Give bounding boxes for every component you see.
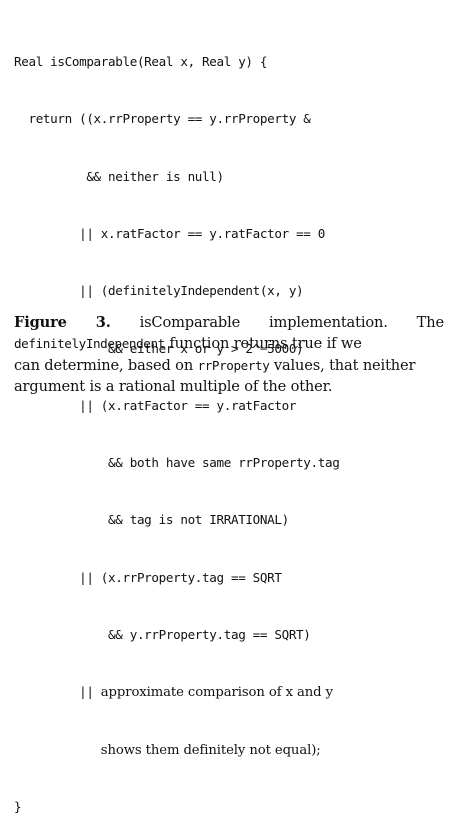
property-name: rrProperty (197, 357, 270, 373)
caption-line: definitelyIndependent function returns t… (14, 333, 444, 354)
figure-label: Figure (14, 314, 67, 331)
code-line: && tag is not IRRATIONAL) (14, 512, 289, 528)
code-indent (14, 742, 101, 757)
code-line: || (x.rrProperty.tag == SQRT (14, 569, 282, 585)
caption-line: argument is a rational multiple of the o… (14, 378, 333, 396)
code-line: } (14, 798, 22, 814)
code-line: || (x.ratFactor == y.ratFactor (14, 397, 297, 413)
caption-line: can determine, based on rrProperty value… (14, 355, 444, 376)
caption-title-word: implementation. (269, 314, 388, 331)
code-line: && neither is null) (14, 168, 224, 184)
code-line: && y.rrProperty.tag == SQRT) (14, 627, 311, 642)
caption-title-word: The (416, 314, 444, 331)
caption-title-word: isComparable (139, 314, 241, 331)
figure-number: 3. (95, 314, 111, 331)
code-prose: shows them definitely not equal); (100, 742, 321, 758)
caption-text: function returns true if we (164, 335, 362, 353)
code-operator: || (14, 684, 101, 700)
function-name: definitelyIndependent (14, 336, 165, 352)
code-line: || x.ratFactor == y.ratFactor == 0 (14, 226, 325, 242)
code-line: || approximate comparison of x and y (14, 682, 454, 701)
figure-caption: Figure 3. isComparable implementation. T… (14, 312, 444, 398)
code-line: && both have same rrProperty.tag (14, 455, 340, 471)
code-line: shows them definitely not equal); (14, 740, 454, 759)
caption-line: Figure 3. isComparable implementation. T… (14, 312, 444, 333)
code-line: return ((x.rrProperty == y.rrProperty & (14, 111, 311, 127)
code-listing: Real isComparable(Real x, Real y) { retu… (14, 14, 454, 835)
code-line: Real isComparable(Real x, Real y) { (14, 54, 268, 70)
code-line: && either x or y > 2^−5000) (14, 340, 304, 356)
caption-text: can determine, based on (14, 356, 198, 374)
code-line: || (definitelyIndependent(x, y) (14, 283, 304, 299)
code-prose: approximate comparison of x and y (100, 685, 333, 701)
caption-text: values, that neither (269, 356, 416, 374)
